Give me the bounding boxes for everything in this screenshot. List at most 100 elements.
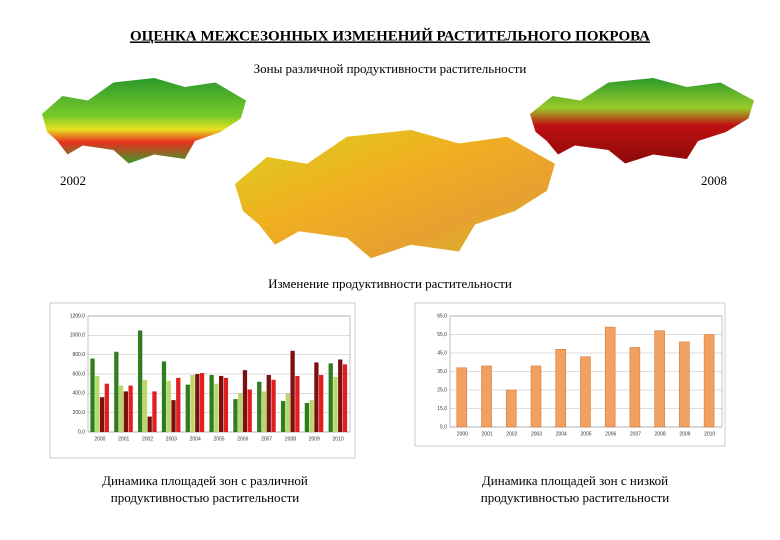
y-tick-label: 0,0	[78, 429, 85, 435]
bar	[242, 370, 248, 432]
section-title: Изменение продуктивности растительности	[268, 276, 512, 291]
bar	[95, 375, 100, 432]
caption: Динамика площадей зон с различной	[102, 473, 308, 488]
y-tick-label: 200,0	[72, 410, 85, 416]
bar	[309, 400, 314, 432]
y-tick-label: 5,0	[440, 424, 447, 430]
bar	[266, 374, 271, 432]
bar	[176, 377, 181, 432]
y-tick-label: 15,0	[437, 406, 447, 412]
x-tick-label: 2005	[580, 431, 591, 437]
bar	[152, 391, 157, 432]
bar	[285, 393, 290, 432]
bar	[604, 326, 616, 428]
bar	[506, 389, 517, 428]
bar	[90, 358, 95, 432]
bar	[629, 347, 641, 428]
bar	[555, 349, 566, 428]
x-tick-label: 2003	[531, 431, 542, 437]
bar	[580, 356, 591, 428]
bar	[280, 401, 286, 432]
bar	[142, 379, 148, 432]
bar	[290, 350, 295, 432]
map-label: 2002	[60, 173, 86, 188]
x-tick-label: 2007	[261, 436, 272, 442]
map-center	[235, 130, 555, 259]
x-tick-label: 2003	[166, 436, 177, 442]
bar	[247, 389, 252, 432]
bar	[185, 384, 190, 432]
bar	[295, 375, 300, 432]
y-tick-label: 800,0	[72, 352, 85, 358]
bar	[679, 341, 690, 428]
x-tick-label: 2010	[704, 431, 715, 437]
title: ОЦЕНКА МЕЖСЕЗОННЫХ ИЗМЕНЕНИЙ РАСТИТЕЛЬНО…	[130, 27, 650, 44]
x-tick-label: 2004	[190, 436, 201, 442]
y-tick-label: 400,0	[72, 391, 85, 397]
bar	[342, 364, 348, 432]
bar	[104, 383, 109, 432]
bar	[171, 400, 176, 432]
x-tick-label: 2002	[506, 431, 517, 437]
x-tick-label: 2004	[556, 431, 567, 437]
x-tick-label: 2006	[605, 431, 616, 437]
x-tick-label: 2002	[142, 436, 153, 442]
y-tick-label: 25,0	[437, 387, 447, 393]
bar	[99, 397, 105, 432]
bar	[271, 379, 276, 432]
bar	[214, 383, 219, 432]
x-tick-label: 2010	[333, 436, 344, 442]
y-tick-label: 1000,0	[70, 333, 86, 339]
x-tick-label: 2005	[213, 436, 224, 442]
bar	[481, 365, 492, 428]
bar	[703, 334, 715, 428]
bar	[233, 399, 238, 432]
bar	[456, 367, 468, 428]
bar	[333, 376, 338, 432]
bar	[314, 362, 319, 432]
bar	[209, 374, 214, 432]
bar	[261, 391, 267, 432]
x-tick-label: 2000	[457, 431, 468, 437]
x-tick-label: 2008	[285, 436, 296, 442]
y-tick-label: 65,0	[437, 313, 447, 319]
x-tick-label: 2007	[630, 431, 641, 437]
bar	[114, 351, 119, 432]
bar	[161, 361, 167, 432]
subtitle: Зоны различной продуктивности растительн…	[254, 61, 527, 76]
x-tick-label: 2001	[482, 431, 493, 437]
y-tick-label: 1200,0	[70, 313, 86, 319]
bar	[530, 365, 542, 428]
bar	[319, 374, 324, 432]
bar	[147, 416, 152, 432]
x-tick-label: 2001	[118, 436, 129, 442]
map-label: 2008	[701, 173, 727, 188]
bar	[123, 391, 129, 432]
bar	[195, 374, 200, 432]
bar	[328, 363, 333, 432]
bar	[223, 377, 229, 432]
y-tick-label: 600,0	[72, 371, 85, 377]
bar	[219, 375, 224, 432]
x-tick-label: 2008	[655, 431, 666, 437]
bar	[190, 374, 195, 432]
bar	[138, 330, 143, 432]
bar	[199, 373, 205, 432]
y-tick-label: 45,0	[437, 350, 447, 356]
bar	[166, 380, 171, 432]
caption: продуктивностью растительности	[481, 490, 670, 505]
caption: продуктивностью растительности	[111, 490, 300, 505]
x-tick-label: 2006	[237, 436, 248, 442]
bar	[257, 381, 262, 432]
y-tick-label: 55,0	[437, 332, 447, 338]
bar	[338, 359, 343, 432]
map-2002	[42, 78, 246, 164]
bar	[118, 385, 124, 432]
bar	[238, 393, 243, 432]
caption: Динамика площадей зон с низкой	[482, 473, 668, 488]
map-2008	[530, 78, 754, 164]
bar	[128, 385, 133, 432]
x-tick-label: 2000	[94, 436, 105, 442]
x-tick-label: 2009	[679, 431, 690, 437]
